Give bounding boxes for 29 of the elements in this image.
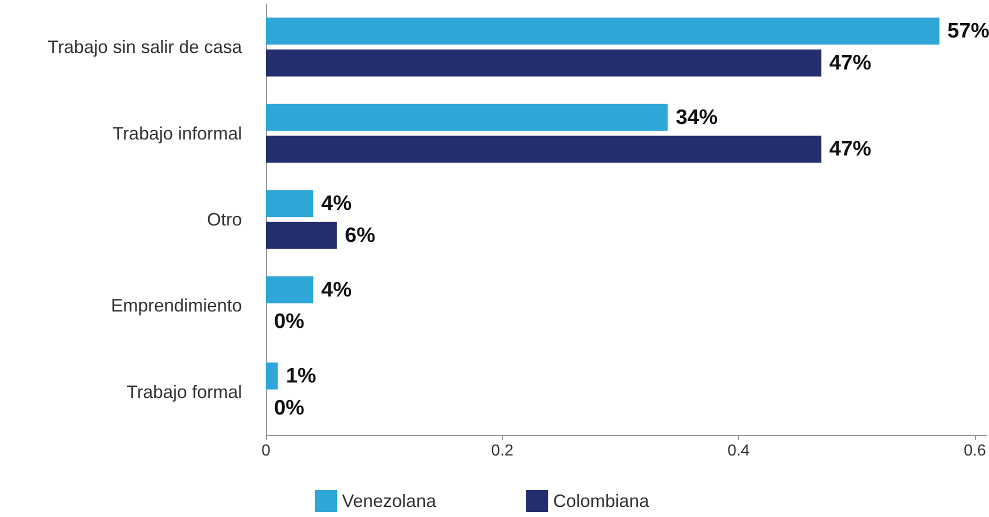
bar <box>266 190 314 218</box>
bar <box>266 136 822 163</box>
x-tick-label: 0 <box>262 442 271 460</box>
data-label: 47% <box>829 138 872 161</box>
data-label: 4% <box>321 192 352 216</box>
data-label: 0% <box>274 310 305 334</box>
y-tick-label: Trabajo sin salir de casa <box>48 37 243 58</box>
x-tick-label: 0.4 <box>727 442 750 460</box>
bar <box>266 222 337 249</box>
bar <box>266 18 940 45</box>
data-label: 6% <box>344 224 376 247</box>
x-tick-label: 0.2 <box>491 442 514 460</box>
data-label: 4% <box>321 278 352 302</box>
data-label: 34% <box>676 106 718 129</box>
bar <box>266 50 822 77</box>
y-tick-label: Trabajo formal <box>126 382 242 402</box>
data-label: 0% <box>274 396 305 420</box>
x-tick-label: 0.6 <box>964 442 986 460</box>
data-label: 57% <box>947 20 989 43</box>
y-tick-label: Emprendimiento <box>110 296 242 316</box>
y-tick-label: Otro <box>206 210 242 230</box>
bar <box>266 362 278 390</box>
bar <box>266 276 314 304</box>
y-tick-label: Trabajo informal <box>112 123 242 144</box>
legend-label: Venezolana <box>342 491 438 511</box>
data-label: 1% <box>286 364 316 388</box>
legend-label: Colombiana <box>553 491 650 511</box>
data-label: 47% <box>829 52 872 75</box>
bar <box>266 104 668 131</box>
